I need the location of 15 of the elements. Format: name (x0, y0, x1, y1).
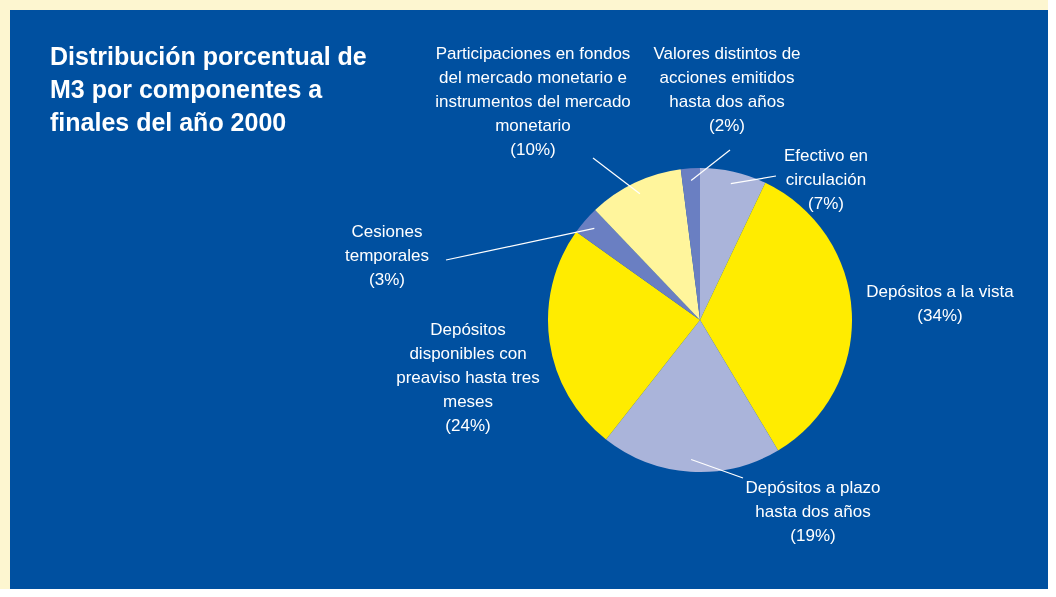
data-label: (34%) (917, 306, 963, 326)
data-label: (10%) (510, 140, 556, 160)
data-label: (24%) (445, 416, 491, 436)
data-label: (19%) (790, 526, 836, 546)
text: Distribución porcentual de M3 por componentes a finales del año 2000 (50, 41, 368, 138)
data-label: (2%) (709, 116, 745, 136)
slice-label: Depósitos a plazo hasta dos años (745, 478, 881, 522)
slice-label: Depósitos a la vista (866, 282, 1015, 302)
slice-label: Cesiones temporales (344, 222, 430, 266)
data-label: (3%) (369, 270, 405, 290)
slice-label: Efectivo en circulación (783, 146, 869, 190)
data-label: (7%) (808, 194, 844, 214)
slice-label: Valores distintos de acciones emitidos hasta dos años (653, 44, 801, 112)
slice-label: Participaciones en fondos del mercado monetario e instrumentos del mercado monetario (435, 44, 631, 136)
slice-label: Depósitos disponibles con preaviso hasta tres meses (396, 320, 540, 412)
